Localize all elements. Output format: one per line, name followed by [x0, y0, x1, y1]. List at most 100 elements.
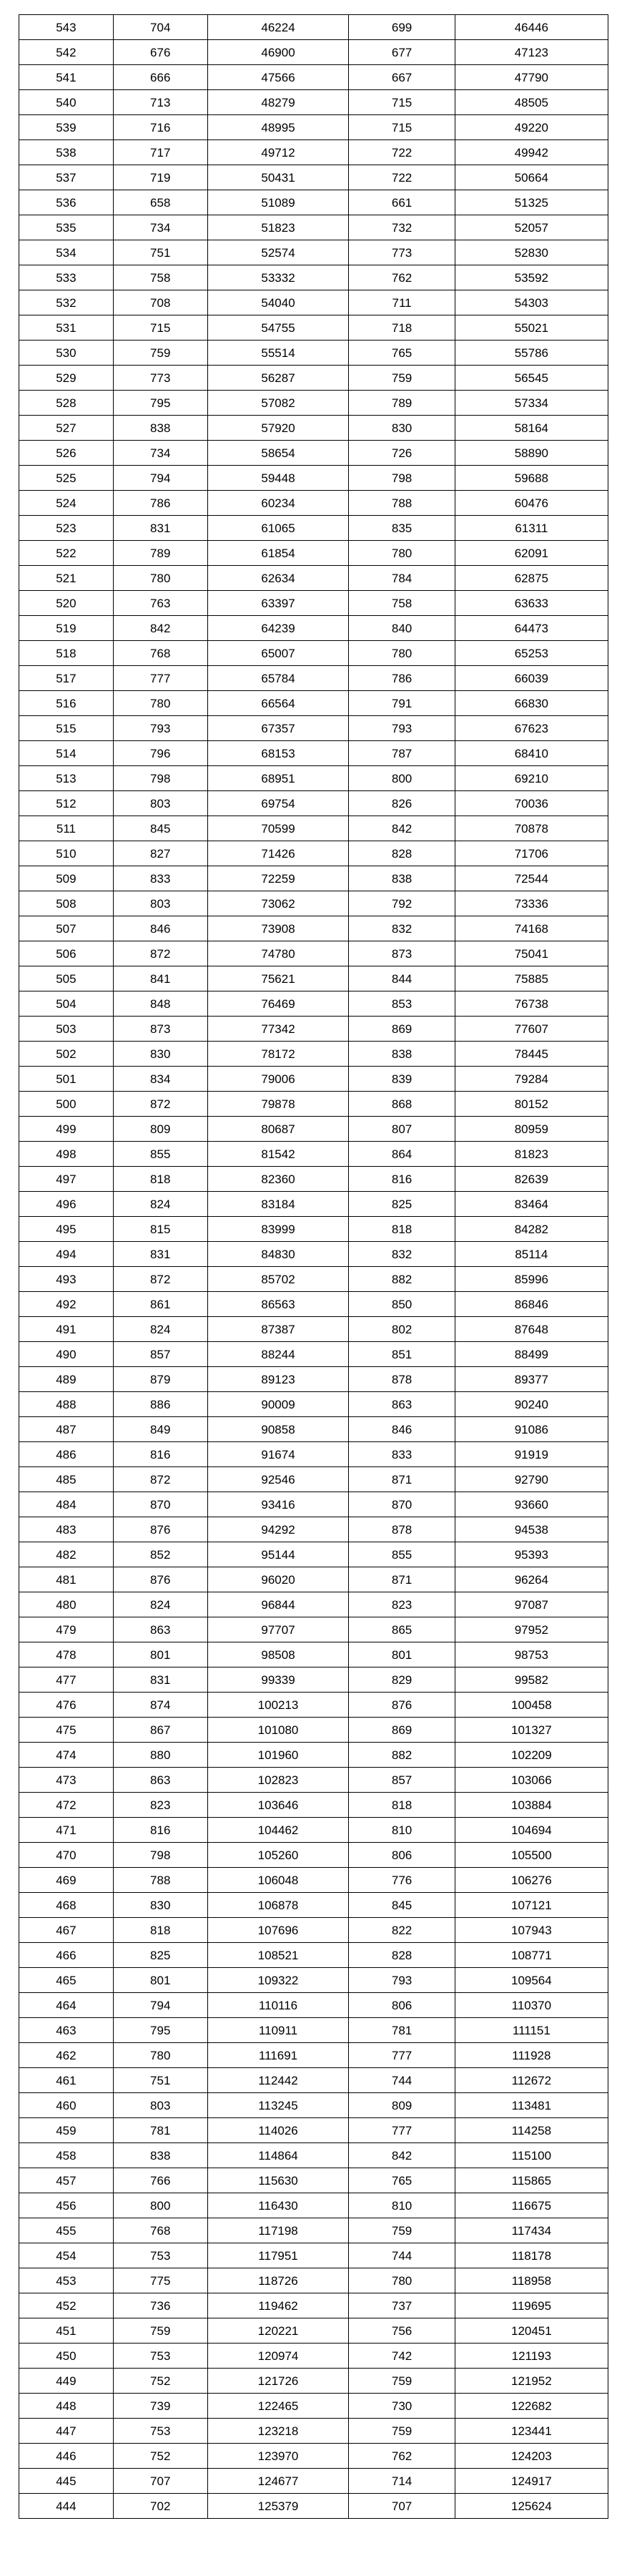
- table-row: 4888869000986390240: [19, 1392, 608, 1417]
- table-cell: 886: [113, 1392, 207, 1417]
- table-row: 5068727478087375041: [19, 941, 608, 966]
- table-cell: 834: [113, 1067, 207, 1092]
- table-cell: 79006: [207, 1067, 349, 1092]
- table-cell: 658: [113, 190, 207, 215]
- table-cell: 106878: [207, 1893, 349, 1918]
- table-cell: 765: [349, 341, 455, 366]
- table-cell: 120451: [455, 2318, 608, 2344]
- table-cell: 114258: [455, 2118, 608, 2143]
- table-row: 5416664756666747790: [19, 65, 608, 90]
- table-cell: 124917: [455, 2469, 608, 2494]
- table-cell: 776: [349, 1868, 455, 1893]
- table-cell: 80959: [455, 1117, 608, 1142]
- table-cell: 873: [113, 1017, 207, 1042]
- table-cell: 792: [349, 891, 455, 916]
- table-cell: 838: [113, 416, 207, 441]
- table-cell: 715: [349, 90, 455, 115]
- table-row: 5187686500778065253: [19, 641, 608, 666]
- table-cell: 98508: [207, 1642, 349, 1667]
- table-cell: 758: [113, 265, 207, 290]
- table-cell: 513: [19, 766, 114, 791]
- table-cell: 870: [113, 1492, 207, 1517]
- table-cell: 70036: [455, 791, 608, 816]
- table-cell: 880: [113, 1743, 207, 1768]
- table-cell: 62634: [207, 566, 349, 591]
- table-cell: 461: [19, 2068, 114, 2093]
- table-cell: 734: [113, 215, 207, 240]
- table-cell: 492: [19, 1292, 114, 1317]
- table-row: 4788019850880198753: [19, 1642, 608, 1667]
- table-cell: 468: [19, 1893, 114, 1918]
- table-cell: 452: [19, 2293, 114, 2318]
- table-cell: 825: [113, 1943, 207, 1968]
- table-cell: 763: [113, 591, 207, 616]
- table-cell: 57082: [207, 391, 349, 416]
- table-cell: 455: [19, 2218, 114, 2243]
- table-cell: 113481: [455, 2093, 608, 2118]
- table-cell: 109564: [455, 1968, 608, 1993]
- table-cell: 124203: [455, 2444, 608, 2469]
- table-row: 447753123218759123441: [19, 2419, 608, 2444]
- table-cell: 806: [349, 1993, 455, 2018]
- table-row: 5426764690067747123: [19, 40, 608, 65]
- table-cell: 861: [113, 1292, 207, 1317]
- table-cell: 831: [113, 1667, 207, 1693]
- table-cell: 493: [19, 1267, 114, 1292]
- table-cell: 94538: [455, 1517, 608, 1542]
- table-cell: 91086: [455, 1417, 608, 1442]
- table-row: 5048487646985376738: [19, 991, 608, 1017]
- table-cell: 863: [113, 1617, 207, 1642]
- table-row: 4978188236081682639: [19, 1167, 608, 1192]
- table-row: 452736119462737119695: [19, 2293, 608, 2318]
- table-cell: 90858: [207, 1417, 349, 1442]
- table-cell: 489: [19, 1367, 114, 1392]
- table-cell: 882: [349, 1743, 455, 1768]
- table-cell: 56545: [455, 366, 608, 391]
- table-row: 4778319933982999582: [19, 1667, 608, 1693]
- table-cell: 472: [19, 1793, 114, 1818]
- table-cell: 876: [113, 1517, 207, 1542]
- table-cell: 801: [113, 1642, 207, 1667]
- table-cell: 540: [19, 90, 114, 115]
- table-cell: 48279: [207, 90, 349, 115]
- table-cell: 677: [349, 40, 455, 65]
- table-cell: 117951: [207, 2243, 349, 2268]
- table-cell: 55786: [455, 341, 608, 366]
- table-row: 5377195043172250664: [19, 165, 608, 190]
- table-cell: 486: [19, 1442, 114, 1467]
- table-cell: 711: [349, 290, 455, 315]
- table-row: 446752123970762124203: [19, 2444, 608, 2469]
- table-cell: 742: [349, 2344, 455, 2369]
- table-row: 5088037306279273336: [19, 891, 608, 916]
- table-cell: 795: [113, 391, 207, 416]
- table-cell: 92790: [455, 1467, 608, 1492]
- table-cell: 97707: [207, 1617, 349, 1642]
- table-cell: 802: [349, 1317, 455, 1342]
- table-cell: 119695: [455, 2293, 608, 2318]
- table-cell: 81542: [207, 1142, 349, 1167]
- table-cell: 726: [349, 441, 455, 466]
- table-cell: 69210: [455, 766, 608, 791]
- table-cell: 504: [19, 991, 114, 1017]
- table-cell: 737: [349, 2293, 455, 2318]
- table-row: 5118457059984270878: [19, 816, 608, 841]
- table-row: 445707124677714124917: [19, 2469, 608, 2494]
- table-cell: 121193: [455, 2344, 608, 2369]
- table-row: 5317155475571855021: [19, 315, 608, 341]
- table-cell: 59688: [455, 466, 608, 491]
- table-cell: 851: [349, 1342, 455, 1367]
- table-cell: 739: [113, 2394, 207, 2419]
- table-cell: 120974: [207, 2344, 349, 2369]
- table-cell: 122682: [455, 2394, 608, 2419]
- table-cell: 794: [113, 466, 207, 491]
- table-cell: 773: [349, 240, 455, 265]
- table-row: 4838769429287894538: [19, 1517, 608, 1542]
- table-cell: 870: [349, 1492, 455, 1517]
- table-cell: 62091: [455, 541, 608, 566]
- table-cell: 61065: [207, 516, 349, 541]
- table-cell: 816: [113, 1442, 207, 1467]
- table-cell: 852: [113, 1542, 207, 1567]
- table-cell: 76469: [207, 991, 349, 1017]
- table-cell: 100458: [455, 1693, 608, 1718]
- table-cell: 459: [19, 2118, 114, 2143]
